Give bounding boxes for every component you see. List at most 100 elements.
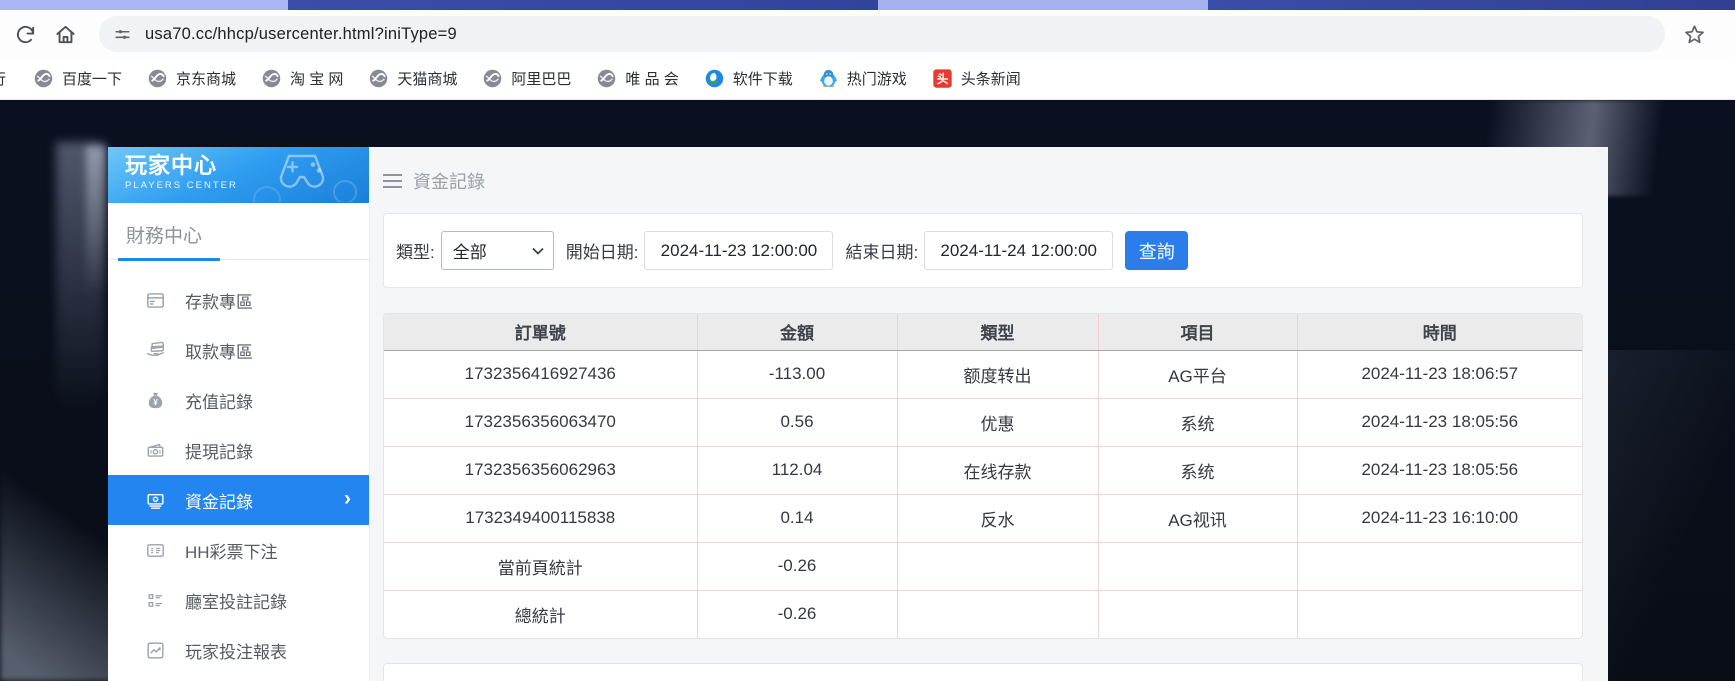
svg-text:头: 头 bbox=[936, 72, 948, 86]
background-streak bbox=[1608, 350, 1735, 681]
withdrawal-record-icon bbox=[147, 443, 164, 457]
sidebar-item-label: HH彩票下注 bbox=[185, 542, 278, 562]
cell-item: 系统 bbox=[1098, 398, 1298, 447]
type-select[interactable]: 全部 bbox=[440, 231, 554, 270]
cell-time: 2024-11-23 18:05:56 bbox=[1297, 446, 1582, 495]
cell-amount: -113.00 bbox=[697, 350, 898, 399]
toutiao-news-icon: 头 bbox=[933, 69, 952, 88]
penguin-game-icon bbox=[819, 69, 837, 88]
players-center-title: 玩家中心 bbox=[125, 153, 218, 178]
sidebar-item-label: 玩家投注報表 bbox=[185, 642, 287, 662]
funds-record-table: 訂單號 金額 類型 項目 時間 1732356416927436 -113.00 bbox=[384, 314, 1582, 638]
bookmark-item-alibaba[interactable]: 阿里巴巴 bbox=[482, 68, 571, 89]
sidebar-item-funds-record[interactable]: 資金記錄 › bbox=[108, 475, 369, 525]
cell-type: 额度转出 bbox=[897, 350, 1099, 399]
type-label: 類型: bbox=[396, 243, 435, 262]
finance-center-heading: 財務中心 bbox=[108, 221, 369, 261]
sidebar-item-label: 充值記錄 bbox=[185, 392, 253, 412]
sidebar-item-label: 提現記錄 bbox=[185, 442, 253, 462]
cell-summary-amount: -0.26 bbox=[697, 542, 898, 591]
sidebar-item-recharge-record[interactable]: ¥ 充值記錄 bbox=[108, 375, 369, 425]
breadcrumb: 資金記錄 bbox=[383, 168, 485, 194]
sidebar-item-withdraw[interactable]: 取款專區 bbox=[108, 325, 369, 375]
bookmark-item-toutiao[interactable]: 头 头条新闻 bbox=[932, 68, 1021, 89]
end-date-label: 結束日期: bbox=[845, 243, 919, 262]
background-streak bbox=[56, 142, 104, 472]
sidebar-item-withdrawal-record[interactable]: 提現記錄 bbox=[108, 425, 369, 475]
bookmark-label: 阿里巴巴 bbox=[511, 71, 572, 88]
table-row: 1732349400115838 0.14 反水 AG视讯 2024-11-23… bbox=[384, 494, 1582, 543]
bookmark-label: 天猫商城 bbox=[397, 71, 458, 88]
sidebar-item-lottery-bet[interactable]: HH彩票下注 bbox=[108, 525, 369, 575]
bookmark-item-jd[interactable]: 京东商城 bbox=[147, 68, 236, 89]
sidebar-item-player-bet-report[interactable]: 玩家投注報表 bbox=[108, 625, 369, 675]
bookmark-item-tmall[interactable]: 天猫商城 bbox=[368, 68, 457, 89]
cell-amount: 0.14 bbox=[697, 494, 898, 543]
browser-tab-strip bbox=[0, 0, 1735, 10]
cell-empty bbox=[897, 542, 1099, 591]
table-row: 1732356356063470 0.56 优惠 系统 2024-11-23 1… bbox=[384, 398, 1582, 447]
chevron-right-icon: › bbox=[344, 487, 351, 511]
bookmark-label: 软件下载 bbox=[732, 71, 793, 88]
records-table-panel: 訂單號 金額 類型 項目 時間 1732356416927436 -113.00 bbox=[383, 313, 1583, 639]
sidebar-item-label: 廳室投註記錄 bbox=[185, 592, 287, 612]
table-header-row: 訂單號 金額 類型 項目 時間 bbox=[384, 314, 1582, 351]
bookmarks-bar: 行 百度一下 京东商城 淘 宝 网 天猫商城 阿里巴巴 唯 品 会 软件下载 bbox=[0, 58, 1735, 100]
home-icon[interactable] bbox=[54, 23, 77, 46]
cell-empty bbox=[1098, 590, 1298, 638]
site-settings-icon[interactable] bbox=[113, 25, 132, 44]
search-button[interactable]: 查詢 bbox=[1125, 231, 1189, 270]
table-row: 1732356356062963 112.04 在线存款 系统 2024-11-… bbox=[384, 446, 1582, 495]
bookmark-label: 热门游戏 bbox=[846, 71, 907, 88]
cell-summary-label: 當前頁統計 bbox=[384, 542, 698, 591]
cell-time: 2024-11-23 18:05:56 bbox=[1297, 398, 1582, 447]
menu-toggle-icon[interactable] bbox=[383, 173, 402, 189]
reload-icon[interactable] bbox=[14, 23, 37, 46]
cell-summary-amount: -0.26 bbox=[697, 590, 898, 638]
browser-toolbar: usa70.cc/hhcp/usercenter.html?iniType=9 bbox=[0, 10, 1735, 58]
bookmark-star-icon[interactable] bbox=[1683, 23, 1706, 46]
sidebar-item-deposit[interactable]: 存款專區 bbox=[108, 275, 369, 325]
bookmark-item-partial[interactable]: 行 bbox=[0, 68, 8, 89]
bookmark-label: 头条新闻 bbox=[960, 71, 1021, 88]
cell-empty bbox=[1098, 542, 1298, 591]
end-date-input[interactable]: 2024-11-24 12:00:00 bbox=[924, 231, 1114, 270]
type-select-value: 全部 bbox=[452, 243, 487, 262]
lottery-bet-icon bbox=[147, 543, 164, 557]
cell-summary-label: 總統計 bbox=[384, 590, 698, 638]
globe-icon bbox=[370, 69, 388, 88]
bookmark-item-taobao[interactable]: 淘 宝 网 bbox=[261, 68, 343, 89]
deposit-icon bbox=[147, 292, 164, 308]
globe-icon bbox=[262, 69, 281, 88]
column-header-order-no: 訂單號 bbox=[384, 314, 698, 351]
cell-empty bbox=[897, 590, 1099, 638]
sidebar-item-label: 取款專區 bbox=[185, 342, 253, 362]
cell-item: 系统 bbox=[1098, 446, 1298, 495]
recharge-record-icon: ¥ bbox=[148, 392, 163, 408]
column-header-item: 項目 bbox=[1098, 314, 1298, 351]
cell-order-no: 1732356416927436 bbox=[384, 350, 698, 399]
svg-text:¥: ¥ bbox=[153, 397, 158, 406]
sidebar-menu: 存款專區 取款專區 ¥ 充值記錄 提現記錄 bbox=[108, 260, 369, 675]
cell-empty bbox=[1297, 542, 1582, 591]
address-bar[interactable]: usa70.cc/hhcp/usercenter.html?iniType=9 bbox=[99, 16, 1665, 52]
hall-bet-record-icon bbox=[148, 593, 162, 607]
bookmark-item-vip[interactable]: 唯 品 会 bbox=[596, 68, 679, 89]
cell-item: AG平台 bbox=[1098, 350, 1298, 399]
sidebar-header: 玩家中心 PLAYERS CENTER bbox=[108, 147, 369, 203]
lower-panel bbox=[383, 663, 1583, 681]
cell-time: 2024-11-23 18:06:57 bbox=[1297, 350, 1582, 399]
withdraw-icon bbox=[146, 341, 165, 356]
cell-type: 在线存款 bbox=[897, 446, 1099, 495]
bookmark-item-games[interactable]: 热门游戏 bbox=[818, 68, 907, 89]
bookmark-label: 百度一下 bbox=[62, 71, 123, 88]
players-center-subtitle: PLAYERS CENTER bbox=[125, 180, 238, 191]
table-row: 1732356416927436 -113.00 额度转出 AG平台 2024-… bbox=[384, 350, 1582, 399]
page-title: 資金記錄 bbox=[413, 172, 485, 192]
sidebar-item-hall-bet-record[interactable]: 廳室投註記錄 bbox=[108, 575, 369, 625]
page-background: 玩家中心 PLAYERS CENTER 財務中心 存款專區 取款專區 bbox=[0, 100, 1735, 681]
bookmark-item-baidu[interactable]: 百度一下 bbox=[33, 68, 122, 89]
bookmark-item-software[interactable]: 软件下载 bbox=[704, 68, 793, 89]
start-date-input[interactable]: 2024-11-23 12:00:00 bbox=[644, 231, 834, 270]
